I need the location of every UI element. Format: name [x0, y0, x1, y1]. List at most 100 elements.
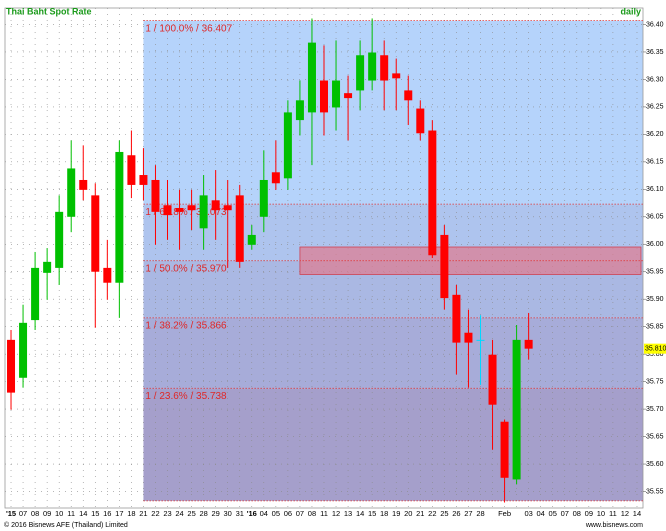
x-tick-label: 12 — [332, 509, 340, 518]
x-tick-label: 09 — [585, 509, 593, 518]
candle-body — [332, 80, 341, 108]
x-tick-label: 17 — [115, 509, 123, 518]
x-tick-label: 21 — [416, 509, 424, 518]
candle-body — [416, 108, 425, 134]
last-price-box — [644, 343, 666, 354]
candle-body — [524, 339, 533, 349]
candle-body — [356, 55, 365, 91]
x-tick-label: 11 — [609, 509, 617, 518]
x-tick-label: 11 — [67, 509, 75, 518]
x-tick-label: 27 — [464, 509, 472, 518]
x-tick-label: 25 — [440, 509, 448, 518]
y-tick-label: 35.80 — [646, 351, 664, 358]
y-tick-label: 36.10 — [646, 186, 664, 193]
chart-title: Thai Baht Spot Rate — [6, 6, 92, 16]
x-tick-label: 12 — [621, 509, 629, 518]
x-tick-label: 20 — [404, 509, 412, 518]
candle-body — [151, 179, 160, 212]
candle-body — [31, 267, 40, 321]
candle-body — [500, 421, 509, 478]
candle-body — [235, 195, 244, 262]
candle-body — [19, 322, 28, 378]
candle-body — [139, 175, 148, 185]
x-tick-label: 22 — [428, 509, 436, 518]
candle-body — [103, 267, 112, 283]
y-tick-label: 35.70 — [646, 406, 664, 413]
last-price-label: 35.810 — [645, 346, 666, 353]
candle-body — [43, 261, 52, 273]
candle-body — [271, 172, 280, 184]
x-tick-label: 10 — [55, 509, 63, 518]
x-tick-label: 14 — [79, 509, 87, 518]
candle-body — [223, 205, 232, 211]
x-tick-label: 07 — [19, 509, 27, 518]
x-tick-label: 29 — [211, 509, 219, 518]
x-tick-label: 15 — [91, 509, 99, 518]
candle-body — [79, 179, 88, 190]
x-tick-label: 05 — [272, 509, 280, 518]
period: daily — [620, 6, 641, 16]
candle-body — [295, 100, 304, 121]
y-tick-label: 35.65 — [646, 433, 664, 440]
x-tick-label: 18 — [127, 509, 135, 518]
x-tick-label: 07 — [561, 509, 569, 518]
candle-body — [440, 234, 449, 299]
x-tick-label: 28 — [476, 509, 484, 518]
footer-left: © 2016 Bisnews AFE (Thailand) Limited — [4, 521, 128, 529]
y-tick-label: 36.00 — [646, 241, 664, 248]
candle-body — [187, 205, 196, 211]
y-tick-label: 35.55 — [646, 488, 664, 495]
y-tick-label: 36.40 — [646, 21, 664, 28]
x-tick-label: 04 — [537, 509, 545, 518]
x-tick-label: 06 — [284, 509, 292, 518]
x-tick-label: 22 — [151, 509, 159, 518]
candle-body — [404, 90, 413, 101]
candle-body — [368, 52, 377, 81]
x-tick-label: 14 — [356, 509, 364, 518]
candle-body — [452, 294, 461, 343]
candle-body — [247, 234, 256, 245]
y-tick-label: 36.15 — [646, 159, 664, 166]
x-tick-label: 14 — [633, 509, 641, 518]
fib-band — [143, 317, 643, 389]
candle-body — [67, 168, 76, 217]
y-tick-label: 35.90 — [646, 296, 664, 303]
x-tick-label: Feb — [498, 509, 511, 518]
y-tick-label: 36.25 — [646, 104, 664, 111]
candle-body — [488, 354, 497, 405]
candle-body — [115, 151, 124, 283]
x-tick-label: 03 — [524, 509, 532, 518]
x-tick-label: 18 — [380, 509, 388, 518]
fib-label: 1 / 100.0% / 36.407 — [145, 23, 232, 34]
x-tick-label: 21 — [139, 509, 147, 518]
x-tick-label: 25 — [187, 509, 195, 518]
candle-body — [199, 195, 208, 229]
x-tick-label: 07 — [296, 509, 304, 518]
x-tick-label: 23 — [163, 509, 171, 518]
x-tick-label: 31 — [236, 509, 244, 518]
x-tick-label: 10 — [597, 509, 605, 518]
fib-label: 1 / 23.6% / 35.738 — [145, 391, 227, 402]
candle-body — [476, 339, 485, 341]
x-tick-label: '15 — [6, 509, 16, 518]
candle-body — [380, 55, 389, 81]
candle-body — [55, 211, 64, 268]
y-tick-label: 35.85 — [646, 324, 664, 331]
candle-body — [175, 208, 184, 212]
x-tick-label: '16 — [247, 509, 257, 518]
candle-body — [344, 93, 353, 99]
x-tick-label: 11 — [320, 509, 328, 518]
x-tick-label: 13 — [344, 509, 352, 518]
x-tick-label: 24 — [175, 509, 183, 518]
plot-frame — [4, 7, 644, 509]
candle-body — [7, 339, 16, 393]
x-tick-label: 08 — [573, 509, 581, 518]
fib-label: 1 / 50.0% / 35.970 — [145, 263, 227, 274]
candle-body — [283, 112, 292, 179]
candle-body — [428, 130, 437, 256]
candle-body — [392, 73, 401, 79]
y-tick-label: 35.95 — [646, 269, 664, 276]
x-tick-label: 16 — [103, 509, 111, 518]
y-tick-label: 36.05 — [646, 214, 664, 221]
